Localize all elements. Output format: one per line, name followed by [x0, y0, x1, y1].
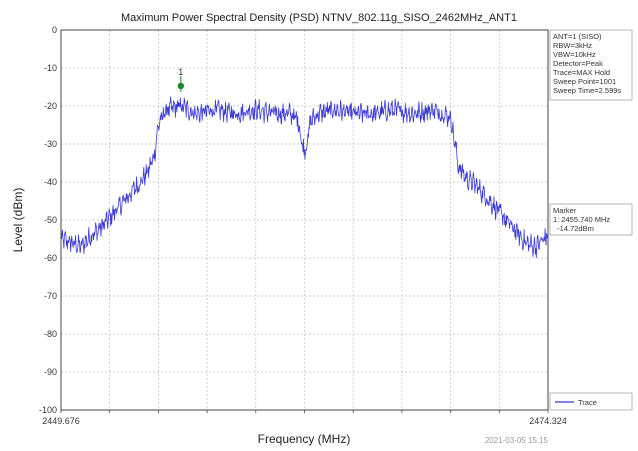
x-tick-label: 2449.676 — [42, 416, 80, 426]
y-tick-label: -10 — [44, 63, 57, 73]
settings-line: Detector=Peak — [553, 59, 603, 68]
x-axis-label: Frequency (MHz) — [258, 432, 351, 446]
settings-line: RBW=3kHz — [553, 41, 592, 50]
y-tick-label: -90 — [44, 367, 57, 377]
marker-info-line: Marker — [553, 206, 577, 215]
y-tick-label: 0 — [52, 25, 57, 35]
y-tick-label: -100 — [39, 405, 57, 415]
y-tick-label: -60 — [44, 253, 57, 263]
marker-point — [177, 82, 185, 90]
y-tick-label: -50 — [44, 215, 57, 225]
marker-info-panel: Marker 1: 2455.740 MHz -14.72dBm — [549, 203, 633, 236]
grid — [60, 30, 549, 413]
marker-label: 1 — [178, 67, 183, 77]
legend: Trace — [549, 392, 633, 411]
y-tick-label: -80 — [44, 329, 57, 339]
marker-info-line: 1: 2455.740 MHz — [553, 215, 610, 224]
settings-line: Trace=MAX Hold — [553, 68, 610, 77]
settings-line: Sweep Point=1001 — [553, 77, 616, 86]
y-tick-labels: 0 -10 -20 -30 -40 -50 -60 -70 -80 -90 -100 — [39, 25, 57, 415]
y-tick-label: -30 — [44, 139, 57, 149]
y-tick-label: -20 — [44, 101, 57, 111]
y-tick-label: -40 — [44, 177, 57, 187]
timestamp: 2021-03-05 15:15 — [485, 436, 549, 445]
chart-title: Maximum Power Spectral Density (PSD) NTN… — [121, 12, 517, 24]
settings-panel: ANT=1 (SISO) RBW=3kHz VBW=10kHz Detector… — [549, 29, 633, 101]
marker-info-line: -14.72dBm — [553, 224, 594, 233]
legend-box — [549, 392, 633, 411]
marker-info-box — [549, 203, 633, 236]
settings-line: ANT=1 (SISO) — [553, 32, 602, 41]
settings-line: Sweep Time=2.599s — [553, 86, 621, 95]
legend-label: Trace — [578, 398, 597, 407]
trace-line — [60, 96, 549, 258]
settings-box — [549, 29, 633, 101]
y-axis-label: Level (dBm) — [11, 188, 25, 253]
y-tick-label: -70 — [44, 291, 57, 301]
plot-frame — [60, 29, 549, 411]
marker-layer: 1 — [177, 67, 185, 92]
x-tick-label: 2474.324 — [529, 416, 567, 426]
x-tick-labels: 2449.676 2474.324 — [42, 416, 567, 426]
settings-line: VBW=10kHz — [553, 50, 596, 59]
trace-layer — [60, 96, 549, 258]
